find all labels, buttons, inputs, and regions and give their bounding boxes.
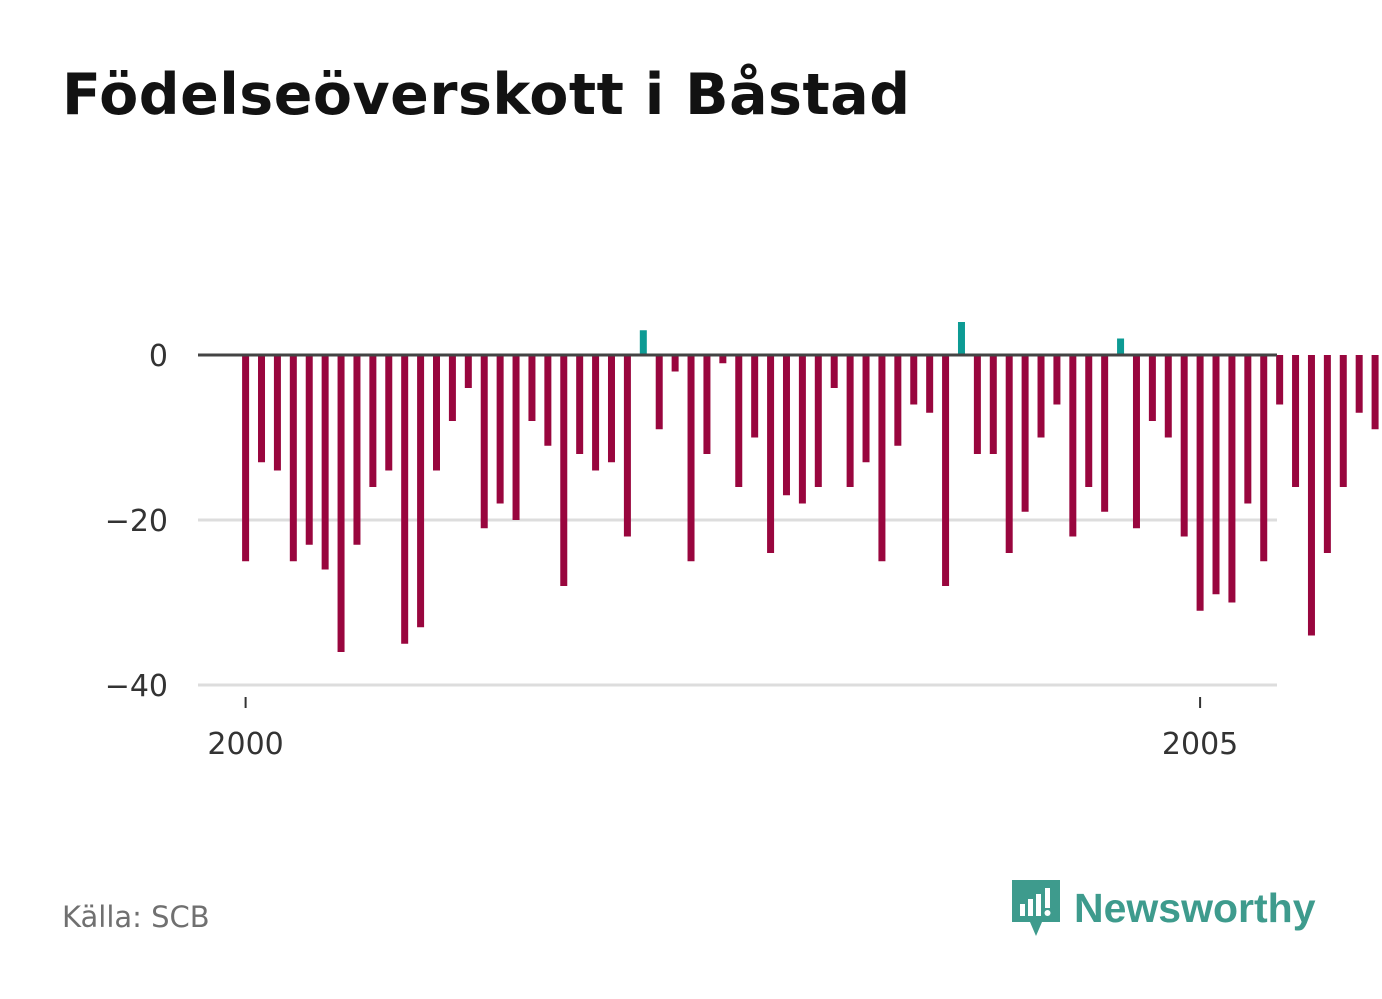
bar-negative [830, 355, 838, 388]
bar-negative [814, 355, 822, 487]
bar-negative [1323, 355, 1331, 553]
bar-negative [846, 355, 854, 487]
bar-negative [464, 355, 472, 388]
bar-negative [528, 355, 536, 421]
bar-negative [592, 355, 600, 471]
bar-negative [719, 355, 727, 364]
bar-negative [782, 355, 790, 496]
bar-negative [910, 355, 918, 405]
bar-negative [496, 355, 504, 504]
bar-negative [926, 355, 934, 413]
bar-negative [1132, 355, 1140, 529]
bar-negative [878, 355, 886, 562]
bar-positive [639, 330, 647, 355]
bar-negative [576, 355, 584, 454]
bar-negative [1292, 355, 1300, 487]
x-tick-label: 2005 [1162, 727, 1238, 762]
bar-negative [560, 355, 568, 586]
chart-title: Födelseöverskott i Båstad [62, 62, 911, 128]
bar-negative [1260, 355, 1268, 562]
bar-negative [385, 355, 393, 471]
bar-negative [687, 355, 695, 562]
bar-negative [894, 355, 902, 446]
bar-negative [369, 355, 377, 487]
brand-name: Newsworthy [1074, 884, 1316, 931]
bar-negative [1355, 355, 1363, 413]
bar-negative [1148, 355, 1156, 421]
bar-negative [1228, 355, 1236, 603]
bar-negative [655, 355, 663, 430]
bar-negative [1037, 355, 1045, 438]
bar-negative [305, 355, 313, 545]
bar-negative [767, 355, 775, 553]
bar-negative [353, 355, 361, 545]
bar-negative [1053, 355, 1061, 405]
bar-negative [1339, 355, 1347, 487]
gridlines [198, 518, 1277, 687]
x-tick-label: 2000 [207, 727, 283, 762]
bar-negative [1085, 355, 1093, 487]
bar-negative [862, 355, 870, 463]
bar-negative [1069, 355, 1077, 537]
bar-negative [1307, 355, 1315, 636]
bars [242, 322, 1379, 652]
bar-negative [258, 355, 266, 463]
bar-negative [735, 355, 743, 487]
bar-negative [480, 355, 488, 529]
bar-negative [751, 355, 759, 438]
bar-negative [544, 355, 552, 446]
brand-logo: Newsworthy [1010, 878, 1316, 938]
bar-negative [321, 355, 329, 570]
bar-negative [1101, 355, 1109, 512]
y-tick-label: −40 [105, 669, 168, 704]
y-tick-label: 0 [149, 339, 168, 374]
bar-negative [512, 355, 520, 520]
bar-negative [1021, 355, 1029, 512]
bar-negative [623, 355, 631, 537]
bar-negative [607, 355, 615, 463]
bar-negative [703, 355, 711, 454]
bar-positive [957, 322, 965, 355]
bar-negative [942, 355, 950, 586]
bar-negative [417, 355, 425, 628]
bar-negative [798, 355, 806, 504]
bar-positive [1117, 338, 1125, 355]
bar-negative [273, 355, 281, 471]
bar-negative [1276, 355, 1284, 405]
bar-negative [1212, 355, 1220, 595]
bar-negative [1180, 355, 1188, 537]
bar-negative [973, 355, 981, 454]
bar-negative [401, 355, 409, 644]
y-tick-label: −20 [105, 504, 168, 539]
bar-negative [989, 355, 997, 454]
bar-negative [242, 355, 250, 562]
bar-negative [671, 355, 679, 372]
bar-negative [448, 355, 456, 421]
axes: 0−20−40200020052010201520202025 [105, 339, 1277, 762]
bar-negative [1244, 355, 1252, 504]
bar-negative [1196, 355, 1204, 611]
bar-negative [1005, 355, 1013, 553]
source-note: Källa: SCB [62, 900, 210, 934]
bar-negative [289, 355, 297, 562]
bar-negative [433, 355, 440, 471]
bar-negative [1371, 355, 1379, 430]
newsworthy-logo-icon [1012, 880, 1060, 936]
bar-negative [337, 355, 345, 652]
bar-negative [1164, 355, 1172, 438]
